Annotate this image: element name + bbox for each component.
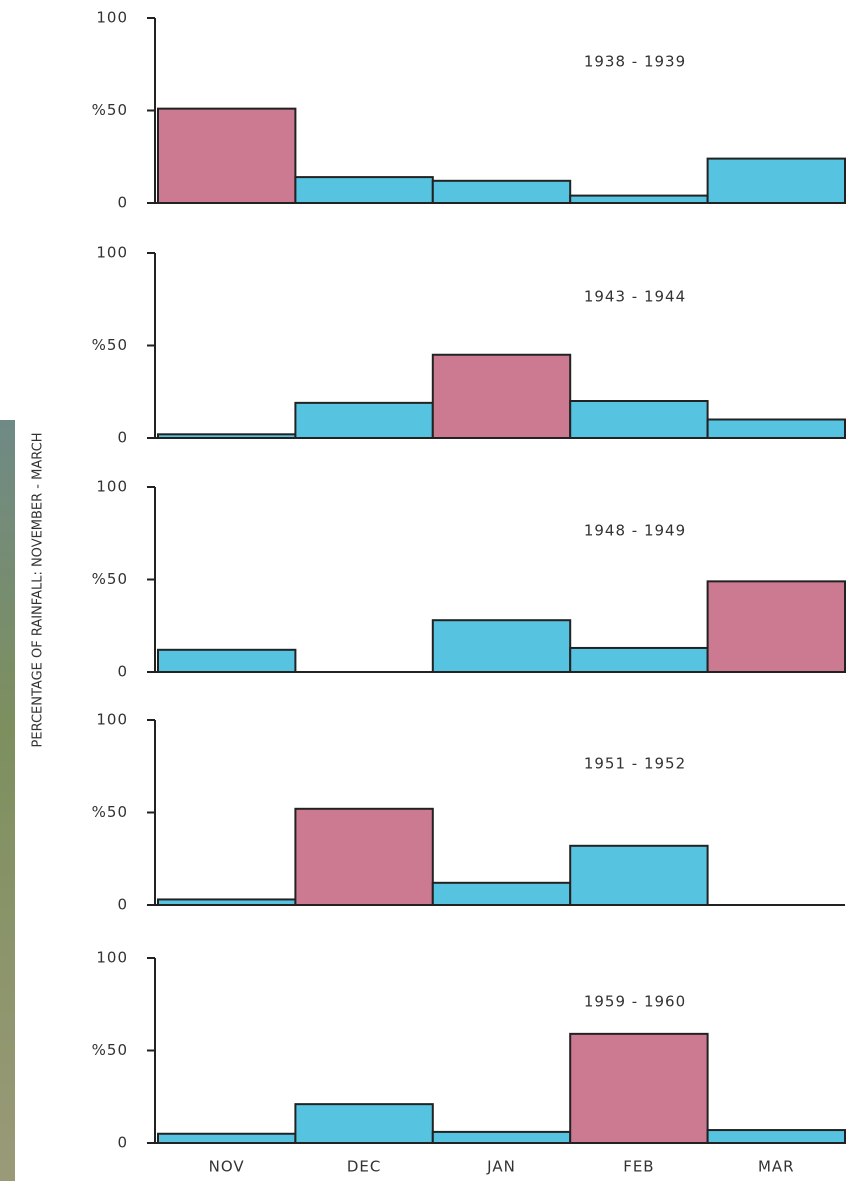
figure: PERCENTAGE OF RAINFALL: NOVEMBER - MARCH…	[0, 0, 852, 1181]
y-tick-label: %50	[92, 101, 128, 119]
y-tick-label: 100	[96, 478, 128, 496]
y-tick-label: %50	[92, 336, 128, 354]
bar	[708, 159, 845, 203]
bar	[570, 196, 707, 203]
bar	[158, 1134, 295, 1143]
bar	[158, 109, 295, 203]
x-tick-label: FEB	[623, 1158, 654, 1176]
bar	[295, 177, 432, 203]
bar	[433, 1132, 570, 1143]
y-tick-label: 0	[117, 1134, 128, 1152]
panel-title: 1959 - 1960	[584, 993, 686, 1011]
y-tick-label: 100	[96, 9, 128, 27]
bar	[433, 181, 570, 203]
bar	[158, 899, 295, 905]
y-tick-label: %50	[92, 803, 128, 821]
bar	[708, 1130, 845, 1143]
y-tick-label: 0	[117, 429, 128, 447]
x-tick-label: DEC	[347, 1158, 382, 1176]
x-tick-label: NOV	[209, 1158, 245, 1176]
panel-title: 1951 - 1952	[584, 755, 686, 773]
background-photo-edge	[0, 420, 15, 1181]
y-axis-label: PERCENTAGE OF RAINFALL: NOVEMBER - MARCH	[31, 433, 46, 748]
bar	[295, 809, 432, 905]
y-tick-label: %50	[92, 1041, 128, 1059]
bar	[570, 401, 707, 438]
y-tick-label: 0	[117, 896, 128, 914]
bar	[570, 1034, 707, 1143]
x-tick-label: MAR	[758, 1158, 795, 1176]
bar	[295, 1104, 432, 1143]
bar	[158, 650, 295, 672]
bar	[708, 420, 845, 439]
x-tick-label: JAN	[486, 1158, 516, 1176]
y-tick-label: 0	[117, 663, 128, 681]
panel-title: 1938 - 1939	[584, 53, 686, 71]
bar	[433, 620, 570, 672]
panel-title: 1948 - 1949	[584, 522, 686, 540]
y-tick-label: 100	[96, 711, 128, 729]
bar	[570, 648, 707, 672]
y-tick-label: %50	[92, 570, 128, 588]
y-tick-label: 100	[96, 949, 128, 967]
y-tick-label: 0	[117, 194, 128, 212]
panel-title: 1943 - 1944	[584, 288, 686, 306]
bar	[158, 434, 295, 438]
bar	[433, 883, 570, 905]
bar	[708, 581, 845, 672]
bar	[433, 355, 570, 438]
y-tick-label: 100	[96, 244, 128, 262]
bar	[295, 403, 432, 438]
bar	[570, 846, 707, 905]
